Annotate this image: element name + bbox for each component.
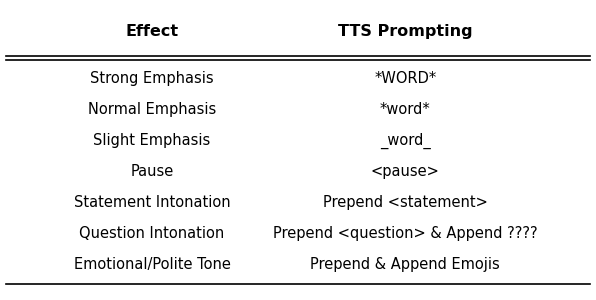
Text: *word*: *word* [380,102,431,117]
Text: Prepend <question> & Append ????: Prepend <question> & Append ???? [273,226,538,242]
Text: Normal Emphasis: Normal Emphasis [88,102,216,117]
Text: Question Intonation: Question Intonation [79,226,225,242]
Text: Prepend & Append Emojis: Prepend & Append Emojis [311,257,500,272]
Text: TTS Prompting: TTS Prompting [338,24,473,39]
Text: Statement Intonation: Statement Intonation [74,195,230,210]
Text: Slight Emphasis: Slight Emphasis [94,133,210,148]
Text: Strong Emphasis: Strong Emphasis [90,71,214,86]
Text: <pause>: <pause> [371,164,440,179]
Text: Pause: Pause [131,164,173,179]
Text: _word_: _word_ [380,133,431,149]
Text: Effect: Effect [125,24,179,39]
Text: Prepend <statement>: Prepend <statement> [323,195,488,210]
Text: *WORD*: *WORD* [374,71,436,86]
Text: Emotional/Polite Tone: Emotional/Polite Tone [73,257,231,272]
